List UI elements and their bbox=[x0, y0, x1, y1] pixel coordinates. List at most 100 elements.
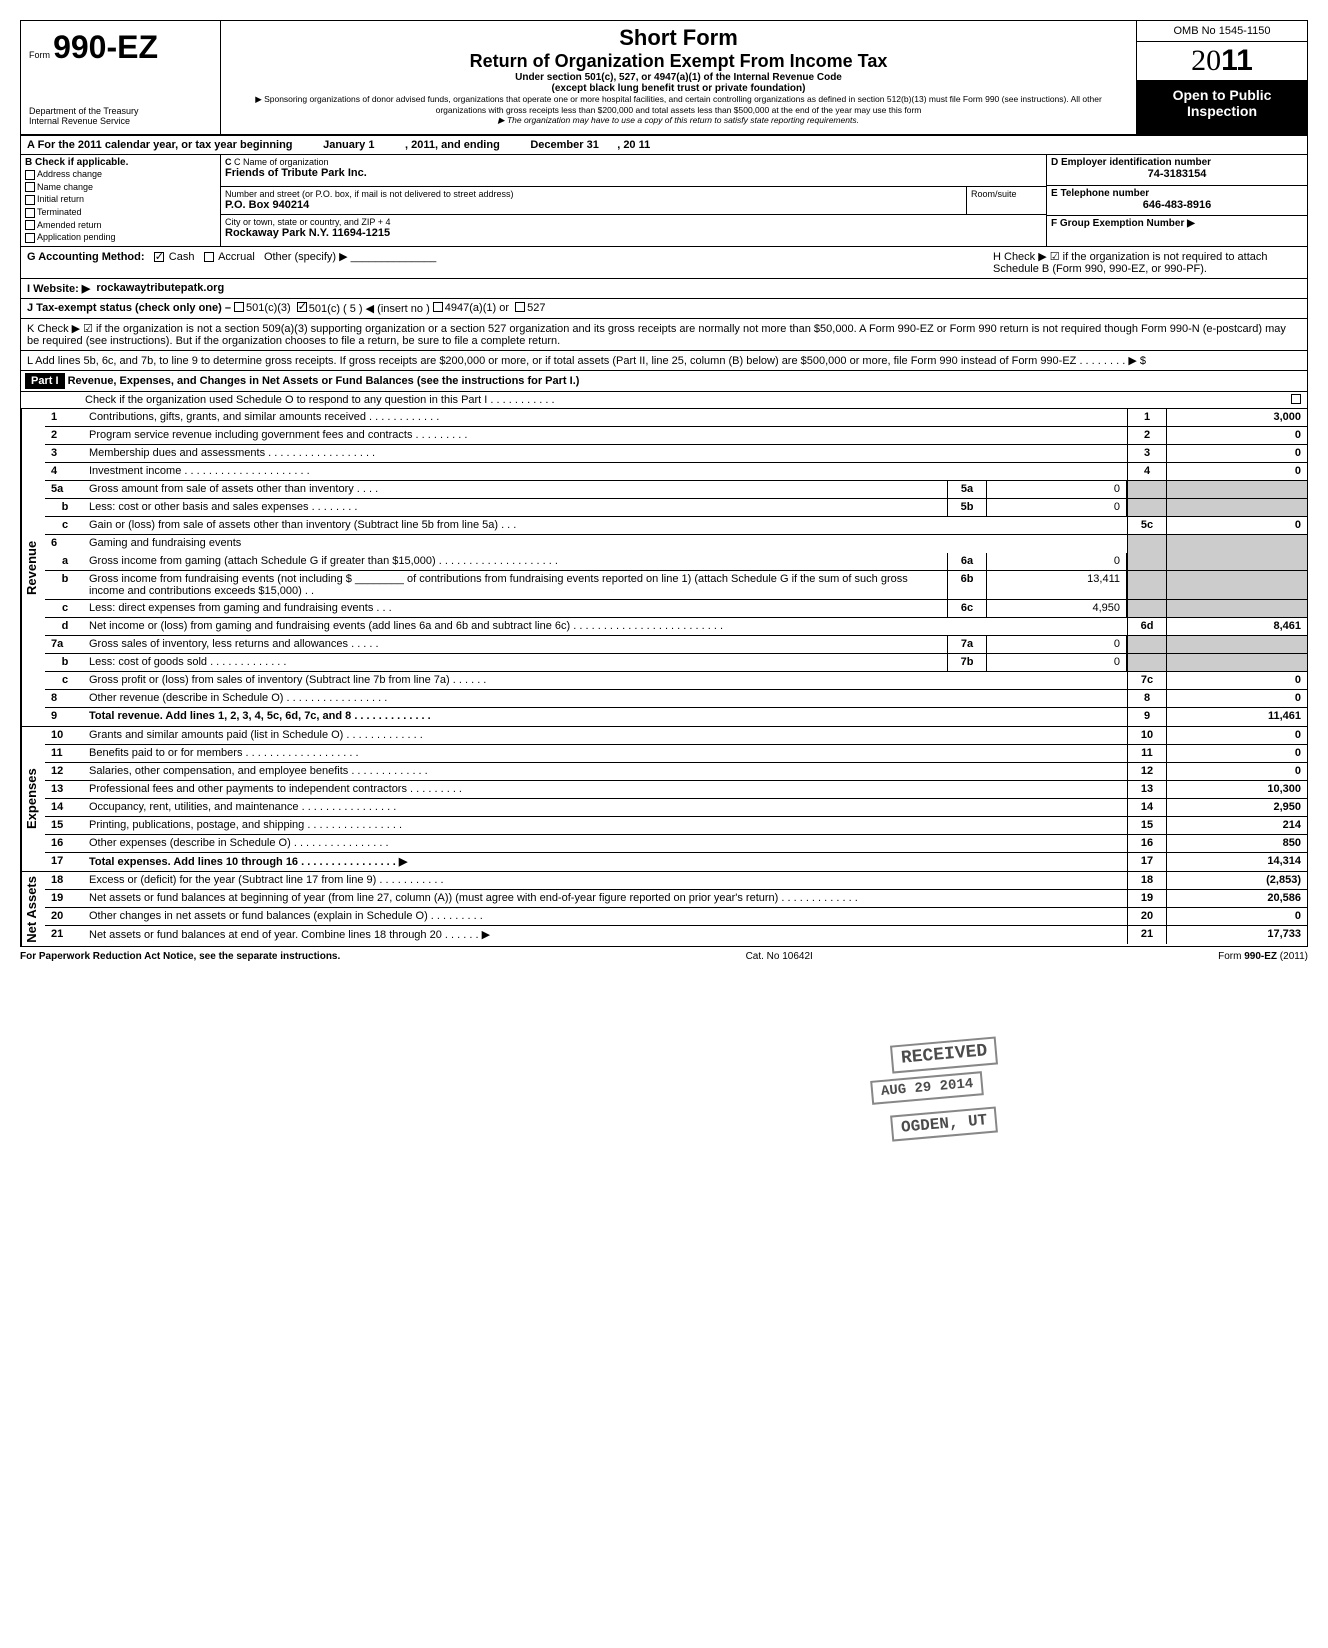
line-16-val: 850 bbox=[1167, 835, 1307, 852]
check-name[interactable]: Name change bbox=[25, 181, 216, 194]
open-to-public: Open to Public Inspection bbox=[1137, 81, 1307, 134]
line-6a-label: Gross income from gaming (attach Schedul… bbox=[85, 553, 947, 570]
line-15-label: Printing, publications, postage, and shi… bbox=[85, 817, 1127, 834]
header-note1: ▶ Sponsoring organizations of donor advi… bbox=[229, 94, 1128, 115]
irs-line: Internal Revenue Service bbox=[29, 116, 212, 126]
c-label: C Name of organization bbox=[234, 157, 329, 167]
l-label: L Add lines 5b, 6c, and 7b, to line 9 to… bbox=[27, 354, 1146, 367]
i-label: I Website: ▶ bbox=[27, 282, 90, 295]
line-5a-label: Gross amount from sale of assets other t… bbox=[85, 481, 947, 498]
line-6b-val: 13,411 bbox=[987, 571, 1127, 599]
d-label: D Employer identification number bbox=[1051, 157, 1303, 168]
check-initial[interactable]: Initial return bbox=[25, 193, 216, 206]
room-label: Room/suite bbox=[967, 187, 1047, 214]
check-schedule-o[interactable] bbox=[1291, 394, 1301, 404]
line-17-label: Total expenses. Add lines 10 through 16 … bbox=[85, 853, 1127, 871]
tax-year: 20201111 bbox=[1137, 42, 1307, 81]
form-label: Form bbox=[29, 50, 50, 60]
line-1-val: 3,000 bbox=[1167, 409, 1307, 426]
part1-check-label: Check if the organization used Schedule … bbox=[25, 394, 555, 406]
revenue-section: Revenue 1Contributions, gifts, grants, a… bbox=[21, 409, 1307, 727]
line-7a-val: 0 bbox=[987, 636, 1127, 653]
line-5c-label: Gain or (loss) from sale of assets other… bbox=[85, 517, 1127, 534]
check-501c3[interactable] bbox=[234, 302, 244, 312]
line-6b-label: Gross income from fundraising events (no… bbox=[85, 571, 947, 599]
line-6a-val: 0 bbox=[987, 553, 1127, 570]
part1-header-row: Part I Revenue, Expenses, and Changes in… bbox=[21, 371, 1307, 392]
line-9-val: 11,461 bbox=[1167, 708, 1307, 726]
part1-title: Revenue, Expenses, and Changes in Net As… bbox=[68, 375, 580, 387]
line-12-label: Salaries, other compensation, and employ… bbox=[85, 763, 1127, 780]
line-12-val: 0 bbox=[1167, 763, 1307, 780]
e-label: E Telephone number bbox=[1051, 188, 1303, 199]
line-19-label: Net assets or fund balances at beginning… bbox=[85, 890, 1127, 907]
line-11-val: 0 bbox=[1167, 745, 1307, 762]
a-label: A For the 2011 calendar year, or tax yea… bbox=[27, 139, 293, 151]
form-number-cell: Form 990-EZ Department of the Treasury I… bbox=[21, 21, 221, 134]
omb-number: OMB No 1545-1150 bbox=[1137, 21, 1307, 42]
row-k: K Check ▶ ☑ if the organization is not a… bbox=[21, 319, 1307, 351]
line-a: A For the 2011 calendar year, or tax yea… bbox=[21, 136, 1307, 155]
check-amended[interactable]: Amended return bbox=[25, 219, 216, 232]
row-gh: G Accounting Method: Cash Accrual Other … bbox=[21, 247, 1307, 279]
row-l: L Add lines 5b, 6c, and 7b, to line 9 to… bbox=[21, 351, 1307, 371]
title-short-form: Short Form bbox=[229, 25, 1128, 51]
netassets-section: Net Assets 18Excess or (deficit) for the… bbox=[21, 872, 1307, 947]
dept-line: Department of the Treasury bbox=[29, 106, 212, 116]
subtitle1: Under section 501(c), 527, or 4947(a)(1)… bbox=[229, 72, 1128, 83]
line-17-val: 14,314 bbox=[1167, 853, 1307, 871]
line-5b-label: Less: cost or other basis and sales expe… bbox=[85, 499, 947, 516]
address: P.O. Box 940214 bbox=[225, 199, 962, 211]
stamp-date: AUG 29 2014 bbox=[870, 1071, 984, 1105]
netassets-vlabel: Net Assets bbox=[21, 872, 45, 947]
website: rockawaytributepatk.org bbox=[96, 282, 224, 295]
line-7b-val: 0 bbox=[987, 654, 1127, 671]
line-7c-label: Gross profit or (loss) from sales of inv… bbox=[85, 672, 1127, 689]
row-j: J Tax-exempt status (check only one) – 5… bbox=[21, 299, 1307, 319]
check-527[interactable] bbox=[515, 302, 525, 312]
check-terminated[interactable]: Terminated bbox=[25, 206, 216, 219]
check-4947[interactable] bbox=[433, 302, 443, 312]
line-1-label: Contributions, gifts, grants, and simila… bbox=[85, 409, 1127, 426]
line-11-label: Benefits paid to or for members . . . . … bbox=[85, 745, 1127, 762]
line-6-label: Gaming and fundraising events bbox=[85, 535, 1127, 553]
section-c: C C Name of organization Friends of Trib… bbox=[221, 155, 1047, 246]
form-header: Form 990-EZ Department of the Treasury I… bbox=[21, 21, 1307, 136]
k-label: K Check ▶ ☑ if the organization is not a… bbox=[27, 322, 1301, 347]
line-20-label: Other changes in net assets or fund bala… bbox=[85, 908, 1127, 925]
check-501c[interactable] bbox=[297, 302, 307, 312]
line-15-val: 214 bbox=[1167, 817, 1307, 834]
line-20-val: 0 bbox=[1167, 908, 1307, 925]
line-7b-label: Less: cost of goods sold . . . . . . . .… bbox=[85, 654, 947, 671]
expenses-section: Expenses 10Grants and similar amounts pa… bbox=[21, 727, 1307, 872]
line-9-label: Total revenue. Add lines 1, 2, 3, 4, 5c,… bbox=[85, 708, 1127, 726]
part1-check-row: Check if the organization used Schedule … bbox=[21, 392, 1307, 409]
footer: For Paperwork Reduction Act Notice, see … bbox=[20, 947, 1308, 966]
check-pending[interactable]: Application pending bbox=[25, 231, 216, 244]
city: Rockaway Park N.Y. 11694-1215 bbox=[225, 227, 1042, 239]
line-6d-val: 8,461 bbox=[1167, 618, 1307, 635]
section-def: D Employer identification number 74-3183… bbox=[1047, 155, 1307, 246]
expenses-vlabel: Expenses bbox=[21, 727, 45, 871]
line-8-val: 0 bbox=[1167, 690, 1307, 707]
check-address[interactable]: Address change bbox=[25, 168, 216, 181]
revenue-vlabel: Revenue bbox=[21, 409, 45, 726]
check-accrual[interactable] bbox=[204, 252, 214, 262]
footer-right: Form 990-EZ (2011) bbox=[1218, 951, 1308, 962]
line-16-label: Other expenses (describe in Schedule O) … bbox=[85, 835, 1127, 852]
part1-badge: Part I bbox=[25, 373, 65, 389]
a-begin: January 1 bbox=[323, 139, 374, 151]
header-note2: ▶ The organization may have to use a cop… bbox=[229, 115, 1128, 126]
line-3-val: 0 bbox=[1167, 445, 1307, 462]
row-i: I Website: ▶ rockawaytributepatk.org bbox=[21, 279, 1307, 299]
line-21-val: 17,733 bbox=[1167, 926, 1307, 944]
line-18-val: (2,853) bbox=[1167, 872, 1307, 889]
line-19-val: 20,586 bbox=[1167, 890, 1307, 907]
form-number: 990-EZ bbox=[53, 29, 158, 65]
check-cash[interactable] bbox=[154, 252, 164, 262]
a-endyear: , 20 11 bbox=[617, 139, 650, 151]
section-b: B Check if applicable. Address change Na… bbox=[21, 155, 221, 246]
footer-left: For Paperwork Reduction Act Notice, see … bbox=[20, 951, 340, 962]
line-5b-val: 0 bbox=[987, 499, 1127, 516]
header-right: OMB No 1545-1150 20201111 Open to Public… bbox=[1137, 21, 1307, 134]
